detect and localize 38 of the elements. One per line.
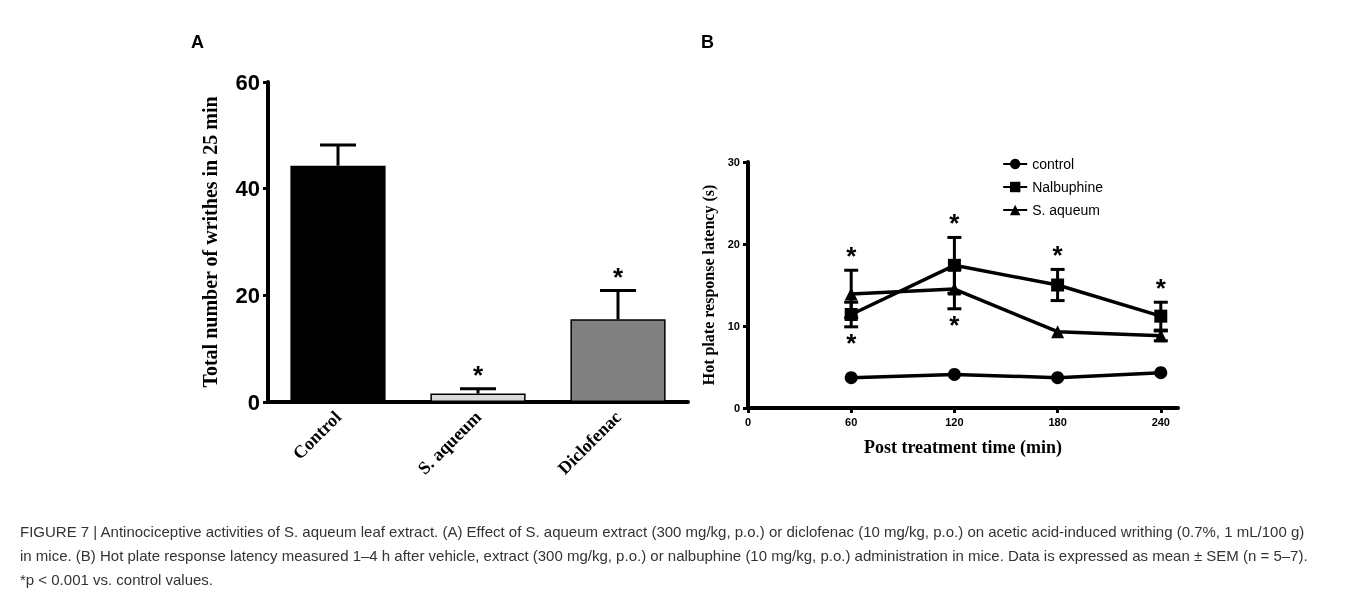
x-tick-label: 180	[1048, 415, 1067, 428]
point	[844, 371, 858, 385]
y-tick-label: 40	[235, 176, 260, 202]
annotation: *	[1052, 240, 1064, 271]
point	[947, 367, 961, 381]
annotation: *	[1155, 273, 1167, 304]
point	[844, 287, 858, 301]
point	[1051, 371, 1065, 385]
legend-label: control	[1032, 156, 1075, 172]
x-tick-label: 0	[744, 415, 752, 428]
annotation: *	[472, 359, 484, 390]
x-tick-label: 240	[1151, 415, 1170, 428]
y-axis-title: Hot plate response latency (s)	[700, 184, 719, 386]
point	[1051, 278, 1065, 292]
chart-title: A	[191, 32, 204, 52]
y-tick-label: 10	[727, 320, 740, 332]
y-tick-label: 20	[727, 238, 740, 250]
annotation: *	[949, 208, 961, 239]
point	[1051, 325, 1065, 339]
point	[1154, 309, 1168, 323]
x-tick-label: 120	[945, 415, 964, 428]
annotation: *	[846, 327, 858, 358]
point	[1154, 366, 1168, 380]
caption: FIGURE 7 | Antinociceptive activities of S. aqueum leaf extract. (A) Effect of S. aqueum extract (300 mg/kg, p.o.) or diclofenac (10 mg/kg, p.o.) on acetic acid-induced writhing (0.7%, 1 mL/100 g) in mice. (B) Hot plate response latency measured 1–4 h after vehicle, extract (300 mg/kg, p.o.) or nalbuphine (10 mg/kg, p.o.) administration in mice. Data is expressed as mean ± SEM (n = 5–7). *p < 0.001 vs. control values.	[20, 522, 1309, 590]
chart-title: B	[701, 32, 714, 52]
y-tick-label: 30	[727, 156, 740, 168]
point	[844, 308, 858, 322]
y-tick-label: 60	[235, 69, 260, 95]
legend-label: S. aqueum	[1032, 202, 1100, 218]
annotation: *	[846, 241, 858, 272]
y-axis-title: Total number of writhes in 25 min	[199, 96, 221, 388]
y-tick-label: 20	[235, 282, 260, 308]
x-axis-title: Post treatment time (min)	[863, 437, 1063, 458]
annotation: *	[949, 309, 961, 340]
point	[947, 258, 961, 272]
x-tick-label: 60	[845, 415, 858, 428]
legend-label: Nalbuphine	[1032, 179, 1104, 195]
annotation: *	[612, 261, 624, 292]
